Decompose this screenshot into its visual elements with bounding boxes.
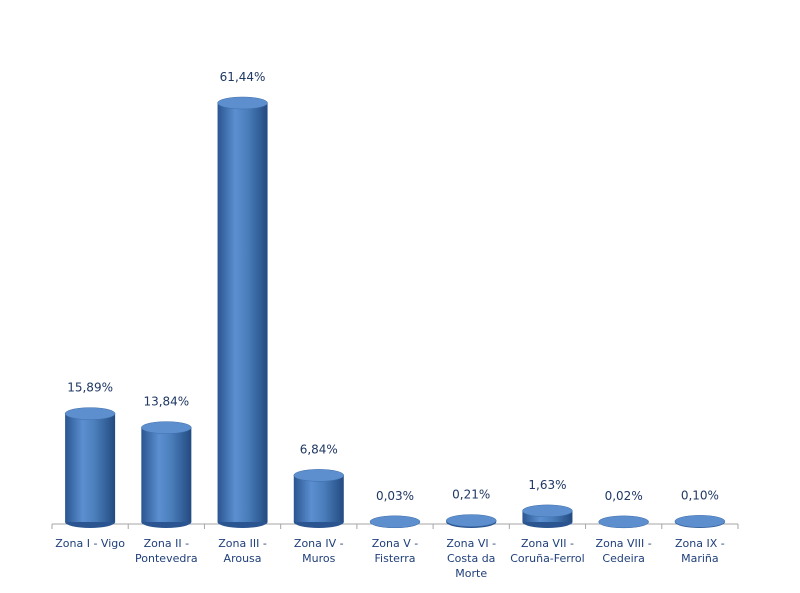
bar (65, 413, 116, 522)
bar (217, 103, 268, 522)
value-label: 15,89% (67, 381, 113, 395)
value-label: 13,84% (143, 395, 189, 409)
bar-top (445, 514, 497, 527)
bar (141, 427, 192, 522)
x-tick-label: Zona VI - Costa da Morte (446, 537, 497, 580)
x-tick-label: Zona IX - Mariña (675, 537, 725, 565)
bar-top (674, 515, 726, 528)
x-tick-label: Zona VIII - Cedeira (595, 537, 652, 565)
x-tick-label: Zona I - Vigo (55, 537, 125, 550)
x-tick-label: Zona IV - Muros (293, 537, 344, 565)
value-label: 0,10% (681, 488, 719, 502)
value-label: 0,02% (605, 489, 643, 503)
x-tick-label: Zona II - Pontevedra (135, 537, 198, 565)
x-tick-label: Zona III - Arousa (218, 537, 267, 565)
bar-top (141, 421, 192, 434)
bar (293, 475, 344, 522)
value-label: 61,44% (220, 70, 266, 84)
value-label: 0,21% (452, 488, 490, 502)
bar-top (217, 96, 268, 110)
value-label: 6,84% (300, 442, 338, 456)
bar-top (293, 469, 345, 482)
bar-top (598, 515, 649, 529)
x-tick-label: Zona VII - Coruña-Ferrol (510, 537, 585, 565)
bar-top (64, 407, 116, 420)
bar-top (369, 515, 421, 529)
bar-top (522, 504, 573, 518)
value-label: 0,03% (376, 489, 414, 503)
x-tick-label: Zona V - Fisterra (371, 537, 419, 565)
value-label: 1,63% (528, 478, 566, 492)
